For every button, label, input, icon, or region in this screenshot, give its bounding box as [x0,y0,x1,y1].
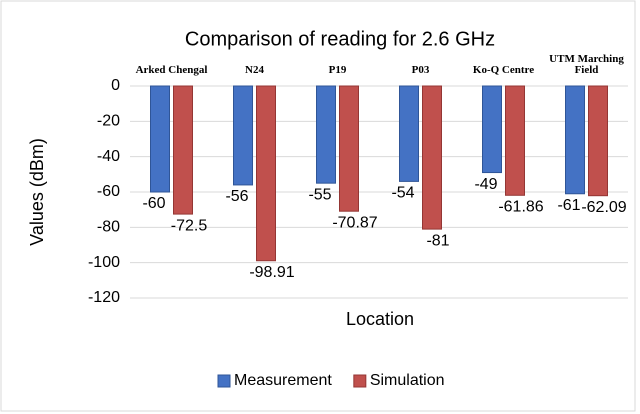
data-label: -61 [557,197,580,214]
bar [339,85,359,212]
y-tick-label: -40 [97,148,120,165]
data-label: -61.86 [498,199,543,216]
legend-label: Simulation [370,372,445,389]
x-tick-label: N24 [245,64,264,76]
bar [233,85,253,186]
data-label: -62.09 [581,199,626,216]
bar [505,85,525,196]
chart-title: Comparison of reading for 2.6 GHz [185,28,495,50]
x-tick-label: P03 [411,64,430,76]
x-tick-label: UTM Marching Field [549,53,624,76]
bar [316,85,336,184]
data-label: -70.87 [332,214,377,231]
data-label: -49 [474,176,497,193]
y-tick-label: -20 [97,113,120,130]
data-label: -72.5 [171,217,208,234]
bar [565,85,585,195]
bar [150,85,170,193]
data-label: -81 [426,232,449,249]
x-tick-label: Ko-Q Centre [472,64,535,76]
data-label: -54 [391,185,414,202]
x-axis-label: Location [346,309,414,329]
data-label: -55 [308,186,331,203]
bar [173,85,193,215]
x-tick-label: P19 [328,64,347,76]
y-tick-label: 0 [111,77,120,94]
legend-swatch [217,374,231,388]
legend-swatch [353,374,367,388]
data-label: -60 [142,195,165,212]
bar [399,85,419,182]
bar [588,85,608,197]
y-tick-label: -60 [97,183,120,200]
bar [422,85,442,230]
y-tick-label: -120 [88,289,120,306]
bar [482,85,502,174]
data-label: -56 [225,188,248,205]
y-tick-label: -80 [97,219,120,236]
legend-label: Measurement [234,372,332,389]
y-tick-label: -100 [88,254,120,271]
x-tick-label: Arked Chengal [135,64,208,76]
data-label: -98.91 [249,264,294,281]
bar [256,85,276,262]
y-axis-label: Values (dBm) [27,138,47,246]
